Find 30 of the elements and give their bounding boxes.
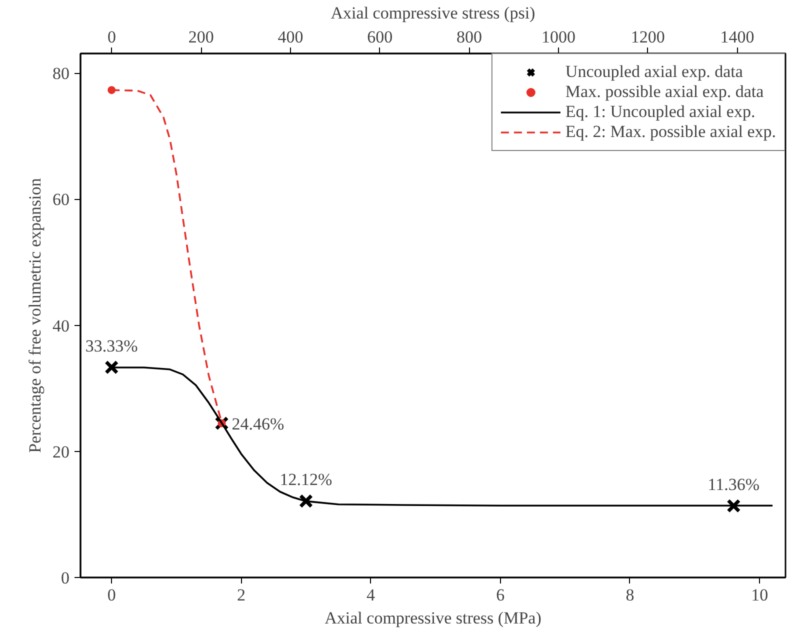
annotation: 12.12% — [280, 470, 332, 490]
legend-label: Eq. 1: Uncoupled axial exp. — [565, 102, 756, 122]
x-tick-label: 2 — [236, 586, 246, 604]
y-tick-label: 0 — [61, 568, 70, 588]
annotation: 33.33% — [85, 336, 138, 356]
legend-label: Uncoupled axial exp. data — [565, 62, 743, 82]
x2-tick-label: 1000 — [542, 28, 576, 46]
y-tick-label: 80 — [52, 64, 70, 84]
legend-label: Max. possible axial exp. data — [565, 82, 764, 102]
x2-tick-label: 1200 — [630, 28, 665, 46]
y-axis-title: Percentage of free volumetric expansion — [26, 178, 44, 453]
x2-tick-label: 1400 — [720, 28, 754, 46]
x-tick-label: 4 — [366, 586, 376, 604]
y-tick-label: 20 — [52, 442, 70, 462]
x-tick-label: 8 — [626, 586, 634, 604]
x2-tick-label: 400 — [278, 28, 304, 46]
x-tick-label: 6 — [496, 586, 505, 604]
x2-tick-label: 600 — [367, 28, 393, 46]
y-tick-label: 60 — [52, 190, 70, 210]
x2-tick-label: 0 — [108, 28, 116, 46]
x-tick-label: 10 — [751, 586, 768, 604]
x-tick-label: 0 — [107, 586, 116, 604]
y-tick-label: 40 — [52, 316, 70, 336]
x2-tick-label: 200 — [188, 28, 214, 46]
x-axis-title: Axial compressive stress (MPa) — [324, 608, 542, 628]
annotation: 24.46% — [232, 414, 284, 434]
x2-axis-title: Axial compressive stress (psi) — [330, 4, 536, 22]
legend-label: Eq. 2: Max. possible axial exp. — [565, 122, 776, 142]
x2-tick-label: 800 — [456, 28, 482, 46]
annotation: 11.36% — [708, 474, 760, 494]
